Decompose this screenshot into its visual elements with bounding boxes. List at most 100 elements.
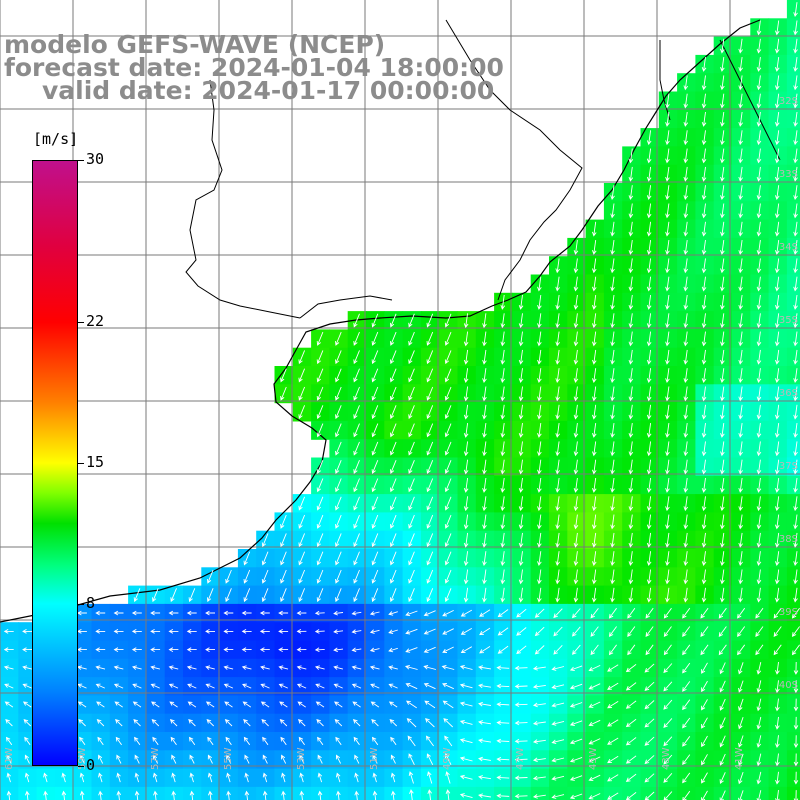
wind-vector-arrow	[426, 496, 434, 511]
wind-vector-arrow	[756, 258, 762, 274]
latitude-label: 37S	[779, 461, 798, 472]
wind-vector-arrow	[353, 331, 360, 346]
wind-vector-arrow	[551, 702, 565, 708]
wind-vector-arrow	[646, 130, 652, 146]
wind-vector-arrow	[555, 276, 560, 292]
wind-vector-arrow	[738, 331, 743, 347]
wind-vector-arrow	[482, 532, 487, 548]
wind-vector-arrow	[738, 496, 743, 512]
wind-vector-arrow	[738, 313, 743, 329]
wind-vector-arrow	[372, 754, 378, 764]
wind-vector-arrow	[756, 514, 762, 530]
longitude-label: 49W	[442, 747, 453, 770]
wind-speed-cell	[786, 36, 800, 56]
wind-vector-arrow	[628, 221, 634, 237]
wind-vector-arrow	[628, 294, 634, 310]
wind-vector-arrow	[280, 386, 287, 401]
wind-vector-arrow	[280, 569, 287, 584]
wind-vector-arrow	[644, 791, 655, 800]
wind-vector-arrow	[426, 588, 434, 603]
wind-vector-arrow	[701, 404, 707, 420]
wind-vector-arrow	[738, 111, 743, 127]
wind-vector-arrow	[610, 368, 615, 384]
wind-vector-arrow	[720, 477, 725, 493]
wind-vector-arrow	[260, 701, 270, 708]
wind-vector-arrow	[628, 587, 634, 603]
wind-vector-arrow	[500, 294, 506, 310]
wind-vector-arrow	[316, 331, 324, 346]
wind-vector-arrow	[719, 698, 726, 711]
wind-vector-arrow	[426, 331, 434, 346]
wind-vector-arrow	[261, 588, 269, 603]
wind-vector-arrow	[206, 588, 214, 603]
wind-vector-arrow	[701, 386, 707, 402]
wind-vector-arrow	[389, 331, 397, 346]
wind-vector-arrow	[5, 719, 13, 727]
wind-speed-cell	[786, 585, 800, 605]
wind-vector-arrow	[353, 386, 360, 401]
wind-vector-arrow	[426, 423, 434, 438]
wind-vector-arrow	[113, 665, 124, 670]
wind-vector-arrow	[756, 477, 762, 493]
wind-vector-arrow	[226, 772, 231, 783]
wind-vector-arrow	[701, 221, 707, 237]
wind-vector-arrow	[738, 717, 744, 730]
wind-vector-arrow	[186, 629, 197, 634]
wind-vector-arrow	[551, 775, 565, 781]
wind-vector-arrow	[628, 441, 634, 457]
colorbar-tick-label: 8	[86, 594, 96, 613]
wind-vector-arrow	[95, 610, 106, 616]
wind-vector-arrow	[3, 629, 14, 634]
wind-vector-arrow	[720, 203, 725, 219]
wind-vector-arrow	[482, 441, 487, 457]
wind-vector-arrow	[496, 775, 510, 780]
wind-vector-arrow	[628, 386, 634, 402]
wind-vector-arrow	[701, 111, 707, 127]
latitude-label: 35S	[779, 315, 798, 326]
wind-vector-arrow	[518, 532, 524, 548]
wind-vector-arrow	[316, 368, 324, 383]
wind-vector-arrow	[555, 551, 560, 567]
wind-vector-arrow	[573, 404, 579, 420]
wind-speed-cell	[786, 695, 800, 715]
wind-vector-arrow	[738, 771, 744, 785]
wind-vector-arrow	[628, 477, 634, 493]
wind-vector-arrow	[441, 665, 455, 670]
wind-speed-cell	[786, 329, 800, 349]
wind-vector-arrow	[298, 533, 306, 548]
wind-vector-arrow	[243, 719, 251, 727]
wind-vector-arrow	[260, 683, 270, 689]
wind-vector-arrow	[369, 611, 380, 616]
wind-vector-arrow	[354, 772, 359, 783]
wind-vector-arrow	[335, 386, 342, 401]
wind-vector-arrow	[644, 663, 655, 673]
wind-vector-arrow	[242, 701, 252, 708]
wind-vector-arrow	[573, 587, 579, 603]
wind-vector-arrow	[663, 681, 673, 692]
wind-vector-arrow	[646, 569, 652, 585]
wind-vector-arrow	[95, 665, 106, 670]
wind-vector-arrow	[408, 496, 415, 511]
wind-vector-arrow	[278, 629, 289, 634]
wind-vector-arrow	[390, 772, 396, 783]
wind-vector-arrow	[351, 647, 362, 653]
wind-vector-arrow	[665, 368, 670, 384]
wind-vector-arrow	[791, 644, 800, 656]
wind-vector-arrow	[590, 608, 599, 619]
wind-vector-arrow	[116, 790, 122, 800]
wind-speed-cell	[585, 786, 605, 800]
wind-vector-arrow	[408, 514, 415, 529]
wind-vector-arrow	[281, 754, 287, 764]
wind-vector-arrow	[371, 533, 379, 548]
wind-vector-arrow	[408, 533, 415, 548]
wind-vector-arrow	[389, 514, 397, 529]
wind-vector-arrow	[756, 551, 762, 567]
wind-speed-cell	[695, 786, 715, 800]
wind-vector-arrow	[4, 701, 14, 708]
wind-vector-arrow	[261, 719, 269, 727]
latitude-labels: 32S 33S 34S 35S 36S 37S 38S 39S 40S	[779, 96, 798, 691]
wind-vector-arrow	[610, 331, 615, 347]
wind-vector-arrow	[225, 569, 232, 584]
wind-vector-arrow	[738, 130, 743, 146]
wind-vector-arrow	[588, 774, 601, 782]
